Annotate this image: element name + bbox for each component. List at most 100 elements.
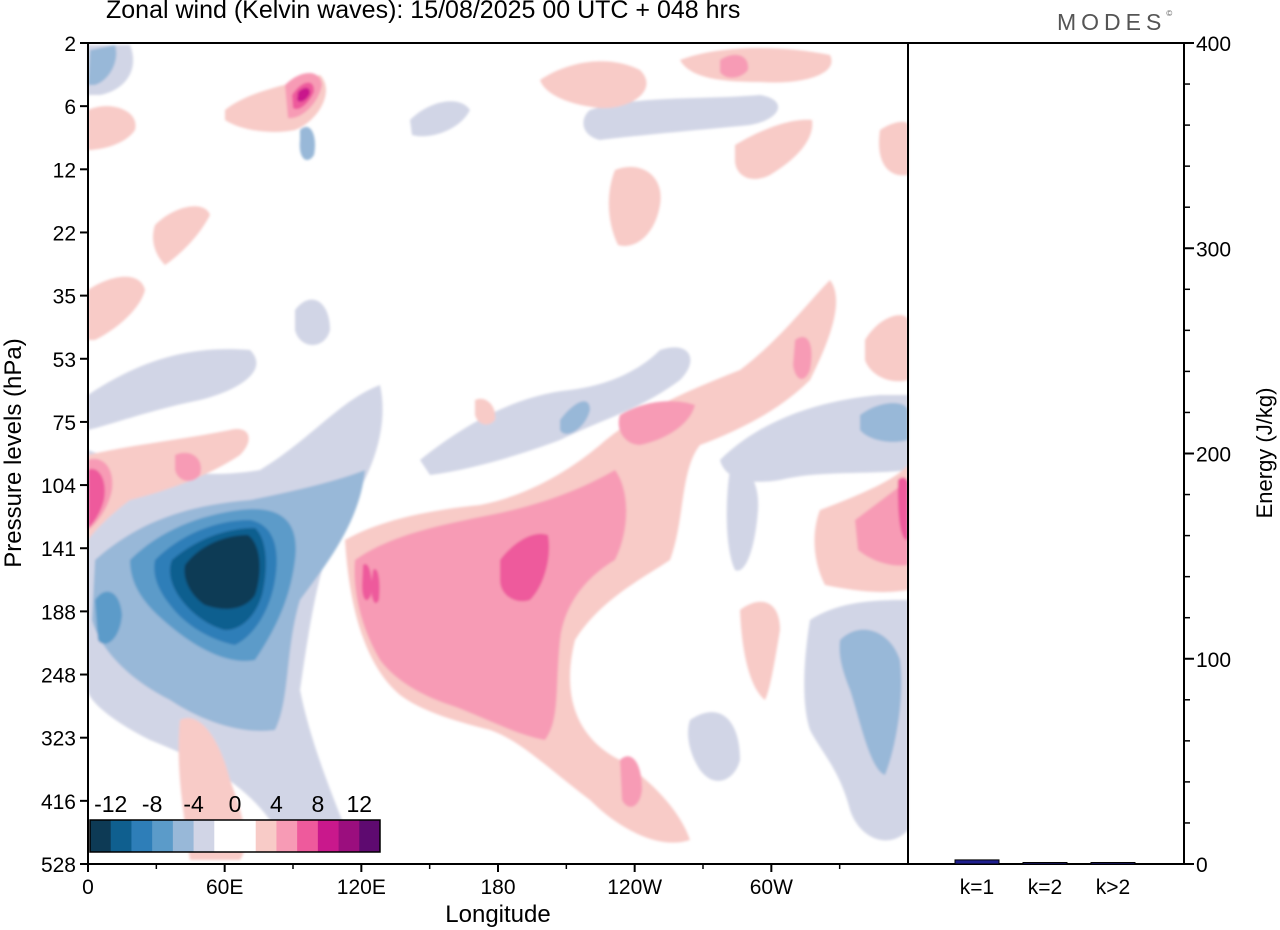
contour-pos-core xyxy=(297,87,311,102)
y-tick-label: 416 xyxy=(41,791,76,814)
energy-bar xyxy=(954,859,1000,865)
y-tick-label: 528 xyxy=(41,854,76,877)
contour-pos-light xyxy=(735,119,813,180)
x-tick-label: 120E xyxy=(337,876,386,899)
contour-neg-core xyxy=(184,535,260,609)
contour-neg-light xyxy=(583,95,779,140)
energy-tick-label: 100 xyxy=(1196,649,1231,672)
y-axis: 2 6 12 22 35 53 75 104 141 188 248 323 416 528 xyxy=(41,33,88,877)
colorbar xyxy=(89,819,381,853)
brand-text: MODES xyxy=(1057,9,1167,35)
contour-neg-medium xyxy=(88,45,117,85)
y-tick-label: 104 xyxy=(41,475,76,498)
colorbar-swatch xyxy=(255,820,277,852)
energy-bar xyxy=(1090,862,1136,865)
energy-tick-label: 200 xyxy=(1196,444,1231,467)
x-tick-label: 60E xyxy=(206,876,243,899)
contour-pos-light xyxy=(88,429,249,540)
y-tick-label: 141 xyxy=(41,538,76,561)
y-tick-label: 248 xyxy=(41,665,76,688)
contour-pos-strong xyxy=(500,533,550,602)
brand-copyright: © xyxy=(1166,9,1173,18)
contour-neg-light xyxy=(410,101,470,137)
contour-pos-light xyxy=(740,601,780,700)
y-tick-label: 188 xyxy=(41,601,76,624)
colorbar-frame xyxy=(89,819,381,853)
y-tick-label: 35 xyxy=(53,286,76,309)
colorbar-swatch xyxy=(193,820,215,852)
colorbar-label: -12 xyxy=(94,791,127,817)
chart-title: Zonal wind (Kelvin waves): 15/08/2025 00… xyxy=(106,0,741,24)
colorbar-swatch xyxy=(90,820,112,852)
colorbar-swatch xyxy=(317,820,340,852)
contour-pos-medium xyxy=(620,756,642,807)
contour-neg-medium xyxy=(839,629,902,775)
energy-panel-frame xyxy=(907,42,1185,865)
contour-neg-medium xyxy=(860,403,908,442)
x-tick-label: 60W xyxy=(750,876,793,899)
contour-neg-strong xyxy=(95,591,122,644)
brand-logo: MODES© xyxy=(1057,9,1172,36)
contour-pos-medium xyxy=(354,470,627,740)
contour-pos-medium xyxy=(618,401,695,445)
contour-neg-light xyxy=(688,712,740,781)
y-axis-label: Pressure levels (hPa) xyxy=(0,338,27,567)
colorbar-swatch xyxy=(276,820,298,852)
y-tick-label: 53 xyxy=(53,349,76,372)
contour-field xyxy=(88,45,908,860)
energy-category-label: k>2 xyxy=(1096,876,1130,899)
contour-pos-light xyxy=(879,121,908,176)
x-axis: 0 60E 120E 180 120W 60W xyxy=(82,864,841,899)
colorbar-label: 8 xyxy=(311,791,324,817)
y-tick-label: 6 xyxy=(64,96,76,119)
contour-pos-strong xyxy=(88,468,105,528)
contour-pos-light xyxy=(540,61,647,109)
y-tick-label: 22 xyxy=(53,222,76,245)
contour-pos-light xyxy=(153,206,210,265)
y-tick-label: 12 xyxy=(53,159,76,182)
energy-category-label: k=2 xyxy=(1028,876,1062,899)
colorbar-swatch xyxy=(359,820,381,852)
energy-tick-label: 400 xyxy=(1196,33,1231,56)
contour-pos-strong xyxy=(371,569,380,604)
colorbar-label: -4 xyxy=(183,791,204,817)
contour-neg-medium xyxy=(299,126,316,160)
contour-neg-light xyxy=(420,347,691,475)
contour-pos-medium xyxy=(793,336,812,380)
colorbar-swatch xyxy=(152,820,174,852)
colorbar-label: -8 xyxy=(142,791,162,817)
contour-pos-light xyxy=(88,106,136,150)
contour-pos-medium xyxy=(720,54,749,78)
energy-axis: 0 100 200 300 400 xyxy=(1184,33,1231,877)
contour-neg-light xyxy=(88,349,257,430)
energy-category-label: k=1 xyxy=(960,876,994,899)
colorbar-swatch xyxy=(235,820,257,852)
contour-pos-strong xyxy=(897,477,908,541)
contour-pos-light xyxy=(608,166,661,246)
energy-tick-label: 0 xyxy=(1196,854,1208,877)
colorbar-swatch xyxy=(338,820,360,852)
contour-pos-strong xyxy=(362,564,372,601)
colorbar-swatch xyxy=(297,820,319,852)
contour-pos-light xyxy=(865,315,908,382)
energy-axis-label: Energy (J/kg) xyxy=(1252,388,1277,519)
x-tick-label: 180 xyxy=(480,876,515,899)
colorbar-swatch xyxy=(214,820,236,852)
contour-pos-light xyxy=(475,398,496,425)
energy-bar xyxy=(1022,862,1068,865)
colorbar-label: 0 xyxy=(229,791,242,817)
contour-pos-light xyxy=(88,276,145,340)
contour-neg-light xyxy=(295,299,330,345)
contour-pos-medium xyxy=(855,480,908,566)
energy-tick-label: 300 xyxy=(1196,238,1231,261)
x-tick-label: 120W xyxy=(607,876,662,899)
contour-pos-medium xyxy=(175,452,201,482)
contour-neg-medium xyxy=(560,401,590,434)
colorbar-swatch xyxy=(172,820,195,852)
colorbar-label: 4 xyxy=(270,791,283,817)
x-tick-label: 0 xyxy=(82,876,94,899)
y-tick-label: 2 xyxy=(64,33,76,56)
y-tick-label: 75 xyxy=(53,412,76,435)
contour-pos-light xyxy=(680,48,832,83)
